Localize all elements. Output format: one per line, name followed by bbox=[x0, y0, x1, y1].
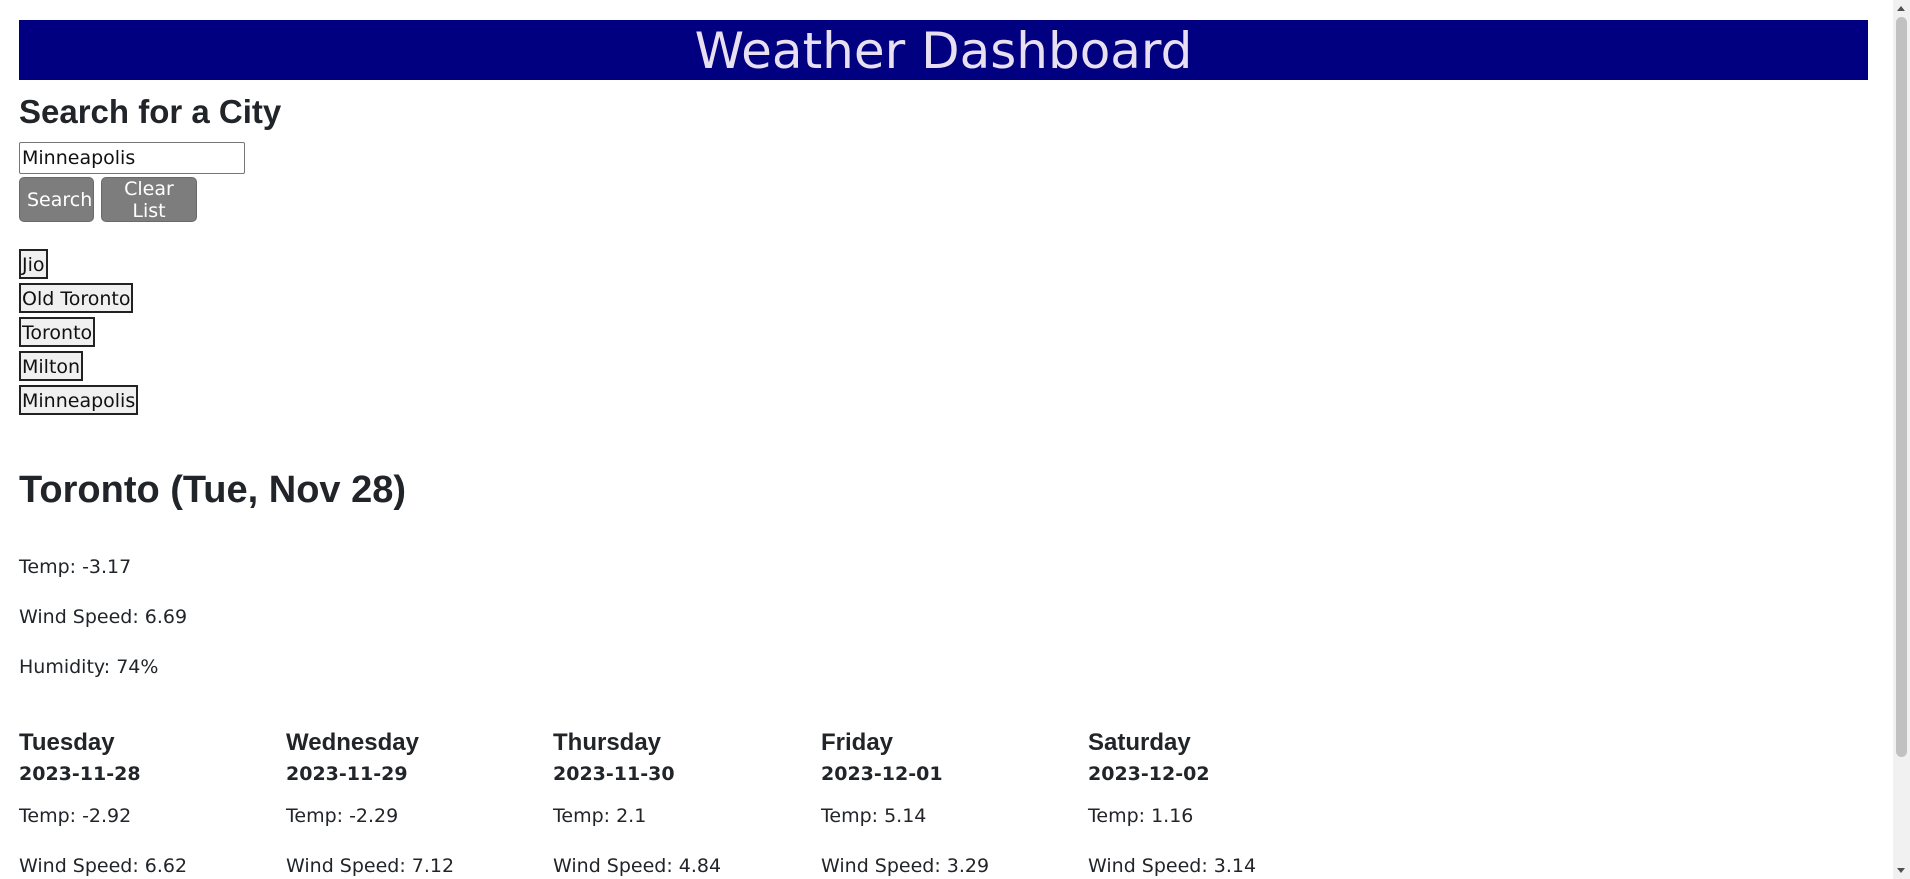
forecast-temp: Temp: 2.1 bbox=[553, 805, 647, 827]
clear-list-button[interactable]: Clear List bbox=[101, 177, 197, 222]
history-item-milton[interactable]: Milton bbox=[19, 351, 84, 381]
scrollbar-thumb[interactable] bbox=[1896, 17, 1907, 757]
vertical-scrollbar[interactable] bbox=[1893, 0, 1910, 879]
forecast-wind-speed: Wind Speed: 3.14 bbox=[1088, 855, 1257, 877]
forecast-temp: Temp: -2.29 bbox=[286, 805, 399, 827]
history-item-minneapolis[interactable]: Minneapolis bbox=[19, 385, 139, 415]
forecast-day: Thursday bbox=[553, 729, 662, 756]
search-title: Search for a City bbox=[19, 93, 282, 130]
forecast-wind-speed: Wind Speed: 3.29 bbox=[821, 855, 990, 877]
forecast-date: 2023-12-01 bbox=[821, 763, 943, 785]
scroll-down-arrow-icon[interactable] bbox=[1897, 868, 1905, 873]
forecast-day: Tuesday bbox=[19, 729, 115, 756]
current-wind-speed: Wind Speed: 6.69 bbox=[19, 606, 188, 628]
forecast-day: Saturday bbox=[1088, 729, 1191, 756]
current-humidity: Humidity: 74% bbox=[19, 656, 159, 678]
forecast-day: Wednesday bbox=[286, 729, 419, 756]
forecast-wind-speed: Wind Speed: 4.84 bbox=[553, 855, 722, 877]
forecast-day: Friday bbox=[821, 729, 894, 756]
header-title: Weather Dashboard bbox=[694, 22, 1193, 80]
page-header: Weather Dashboard bbox=[19, 20, 1868, 80]
forecast-wind-speed: Wind Speed: 7.12 bbox=[286, 855, 455, 877]
forecast-card: Saturday 2023-12-02 Temp: 1.16 Wind Spee… bbox=[1088, 728, 1348, 877]
forecast-date: 2023-11-30 bbox=[553, 763, 675, 785]
current-weather-title: Toronto (Tue, Nov 28) bbox=[19, 469, 407, 511]
forecast-card: Thursday 2023-11-30 Temp: 2.1 Wind Speed… bbox=[553, 728, 813, 877]
forecast-temp: Temp: 1.16 bbox=[1088, 805, 1194, 827]
scroll-up-arrow-icon[interactable] bbox=[1897, 6, 1905, 11]
forecast-wind-speed: Wind Speed: 6.62 bbox=[19, 855, 188, 877]
forecast-date: 2023-11-28 bbox=[19, 763, 141, 785]
current-temp: Temp: -3.17 bbox=[19, 556, 132, 578]
forecast-date: 2023-12-02 bbox=[1088, 763, 1210, 785]
search-history-list: Jio Old Toronto Toronto Milton Minneapol… bbox=[19, 249, 139, 419]
history-item-jio[interactable]: Jio bbox=[19, 249, 48, 279]
forecast-card: Wednesday 2023-11-29 Temp: -2.29 Wind Sp… bbox=[286, 728, 546, 877]
city-search-input[interactable] bbox=[19, 142, 245, 174]
forecast-date: 2023-11-29 bbox=[286, 763, 408, 785]
forecast-temp: Temp: 5.14 bbox=[821, 805, 927, 827]
forecast-temp: Temp: -2.92 bbox=[19, 805, 132, 827]
history-item-old-toronto[interactable]: Old Toronto bbox=[19, 283, 134, 313]
forecast-card: Tuesday 2023-11-28 Temp: -2.92 Wind Spee… bbox=[19, 728, 279, 877]
forecast-card: Friday 2023-12-01 Temp: 5.14 Wind Speed:… bbox=[821, 728, 1081, 877]
search-button[interactable]: Search bbox=[19, 177, 94, 222]
history-item-toronto[interactable]: Toronto bbox=[19, 317, 96, 347]
